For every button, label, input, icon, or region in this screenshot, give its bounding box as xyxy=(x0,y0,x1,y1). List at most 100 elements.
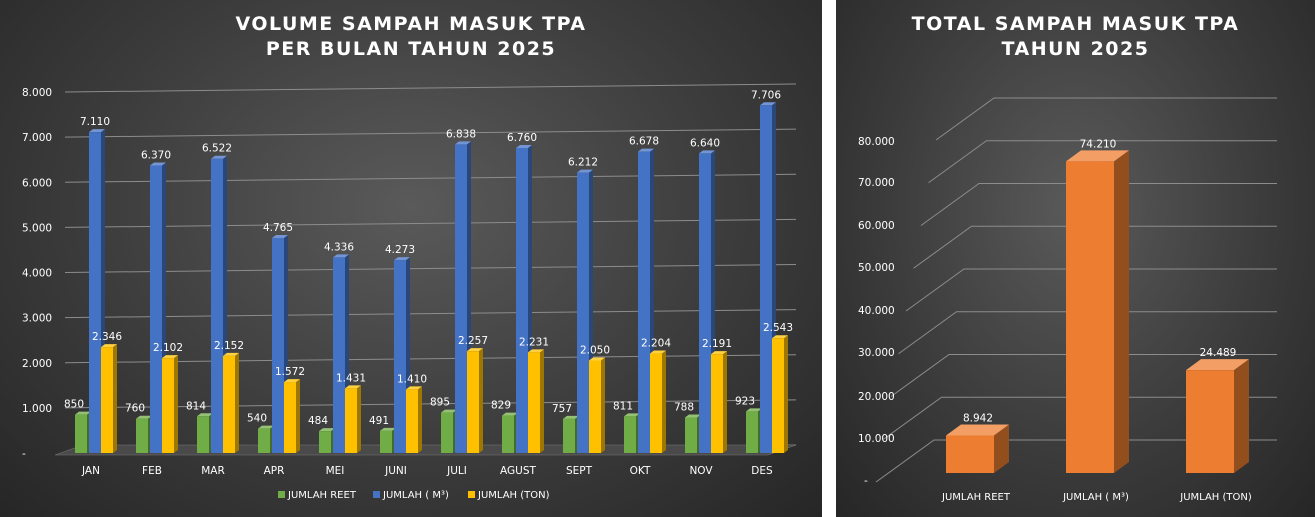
x-tick-label: MAR xyxy=(201,465,225,477)
bar-front-face xyxy=(563,418,575,453)
x-tick-label: FEB xyxy=(142,465,162,477)
gridline xyxy=(890,354,1277,397)
bar-top-face xyxy=(75,411,91,415)
legend-swatch xyxy=(373,491,380,498)
chart-title-line-2: PER BULAN TAHUN 2025 xyxy=(265,38,557,60)
bar-jumlah-reet-nov xyxy=(685,414,701,453)
data-label: 2.191 xyxy=(702,338,732,350)
bar-top-face xyxy=(101,344,117,348)
bar-top-face xyxy=(528,349,544,353)
chart-title: VOLUME SAMPAH MASUK TPA PER BULAN TAHUN … xyxy=(0,12,822,62)
bar-jumlah-reet-mar xyxy=(197,413,213,453)
bar-front-face xyxy=(711,354,723,453)
bar-side-face xyxy=(113,344,117,453)
data-label: 7.110 xyxy=(80,116,110,128)
bar-top-face xyxy=(624,413,640,417)
bar-top-face xyxy=(711,351,727,355)
bar-front-face xyxy=(380,430,392,453)
bar-side-face xyxy=(235,352,239,453)
chart-floor xyxy=(54,444,797,456)
bar-side-face xyxy=(357,385,361,453)
bar-side-face xyxy=(1114,150,1129,473)
y-tick-label: - xyxy=(864,475,868,487)
bar-front-face xyxy=(394,260,406,453)
bar-front-face xyxy=(946,435,994,473)
bar-front-face xyxy=(211,158,223,453)
bar-jumlah-reet-okt xyxy=(624,413,640,453)
gridline xyxy=(64,173,797,183)
bar-side-face xyxy=(479,348,483,453)
gridline xyxy=(64,354,797,364)
data-label: 788 xyxy=(674,401,694,413)
bar-side-face xyxy=(1234,359,1249,473)
data-label: 8.942 xyxy=(963,412,993,424)
data-label: 895 xyxy=(430,397,450,409)
y-tick-label: 60.000 xyxy=(858,220,895,232)
bar-side-face xyxy=(662,350,666,453)
chart-title: TOTAL SAMPAH MASUK TPA TAHUN 2025 xyxy=(836,12,1315,62)
x-tick-label: MEI xyxy=(326,465,345,477)
gridline xyxy=(920,183,1277,226)
bar-jumlah-reet-des xyxy=(746,408,762,453)
data-label: 484 xyxy=(308,415,328,427)
bar-jumlah-ton--mei xyxy=(345,385,361,453)
data-label: 6.640 xyxy=(690,137,720,149)
gridline xyxy=(883,396,1277,440)
gridline xyxy=(905,268,1277,312)
bar-top-face xyxy=(946,424,1009,436)
bar-top-face xyxy=(89,129,105,133)
data-label: 2.204 xyxy=(641,338,671,350)
bar-top-face xyxy=(516,144,532,148)
bar-front-face xyxy=(319,431,331,453)
x-tick-label: JULI xyxy=(446,465,467,477)
legend-label: JUMLAH REET xyxy=(287,490,357,501)
bar-top-face xyxy=(162,355,178,359)
bar-jumlah-ton--jan xyxy=(101,344,117,453)
bar-jumlah-reet-juli xyxy=(441,409,457,453)
bar-top-face xyxy=(502,412,518,416)
x-tick-label: APR xyxy=(264,465,285,477)
data-label: 7.706 xyxy=(751,89,781,101)
legend-label: JUMLAH (TON) xyxy=(477,490,550,501)
y-tick-label: 30.000 xyxy=(858,347,895,359)
bar-front-face xyxy=(699,153,711,453)
data-label: 1.431 xyxy=(336,372,366,384)
x-tick-label: JUMLAH (TON) xyxy=(1179,492,1252,503)
bar-side-face xyxy=(174,355,178,453)
bar-front-face xyxy=(89,132,101,453)
bar-top-face xyxy=(380,427,396,431)
gridline xyxy=(875,439,1277,483)
bar-front-face xyxy=(284,382,296,453)
data-label: 4.336 xyxy=(324,241,354,253)
y-tick-label: 2.000 xyxy=(22,358,52,370)
data-label: 1.410 xyxy=(397,373,427,385)
y-tick-label: 3.000 xyxy=(22,313,52,325)
bar-top-face xyxy=(1186,359,1249,371)
data-label: 2.543 xyxy=(763,322,793,334)
bar-top-face xyxy=(589,357,605,361)
bar-front-face xyxy=(772,338,784,453)
bar-jumlah-reet-jan xyxy=(75,411,91,453)
bar-front-face xyxy=(333,257,345,453)
bar-total-3 xyxy=(1186,359,1249,473)
data-label: 814 xyxy=(186,400,206,412)
bar-top-face xyxy=(197,413,213,417)
chart-title-line-2: TAHUN 2025 xyxy=(1001,38,1150,60)
x-tick-label: SEPT xyxy=(566,465,593,477)
bar-front-face xyxy=(624,416,636,453)
x-tick-label: JUMLAH REET xyxy=(941,492,1011,503)
data-label: 757 xyxy=(552,403,572,415)
bar-total-1 xyxy=(946,424,1009,473)
bar-top-face xyxy=(760,102,776,106)
bar-jumlah-ton--okt xyxy=(650,350,666,453)
y-tick-label: 5.000 xyxy=(22,222,52,234)
y-tick-label: - xyxy=(22,448,26,460)
bar-top-face xyxy=(441,409,457,413)
bar-top-face xyxy=(211,155,227,159)
data-label: 6.838 xyxy=(446,128,476,140)
data-label: 811 xyxy=(613,400,633,412)
bar-side-face xyxy=(994,424,1009,473)
data-label: 923 xyxy=(735,395,755,407)
bar-front-face xyxy=(577,172,589,453)
bar-side-face xyxy=(784,335,788,453)
